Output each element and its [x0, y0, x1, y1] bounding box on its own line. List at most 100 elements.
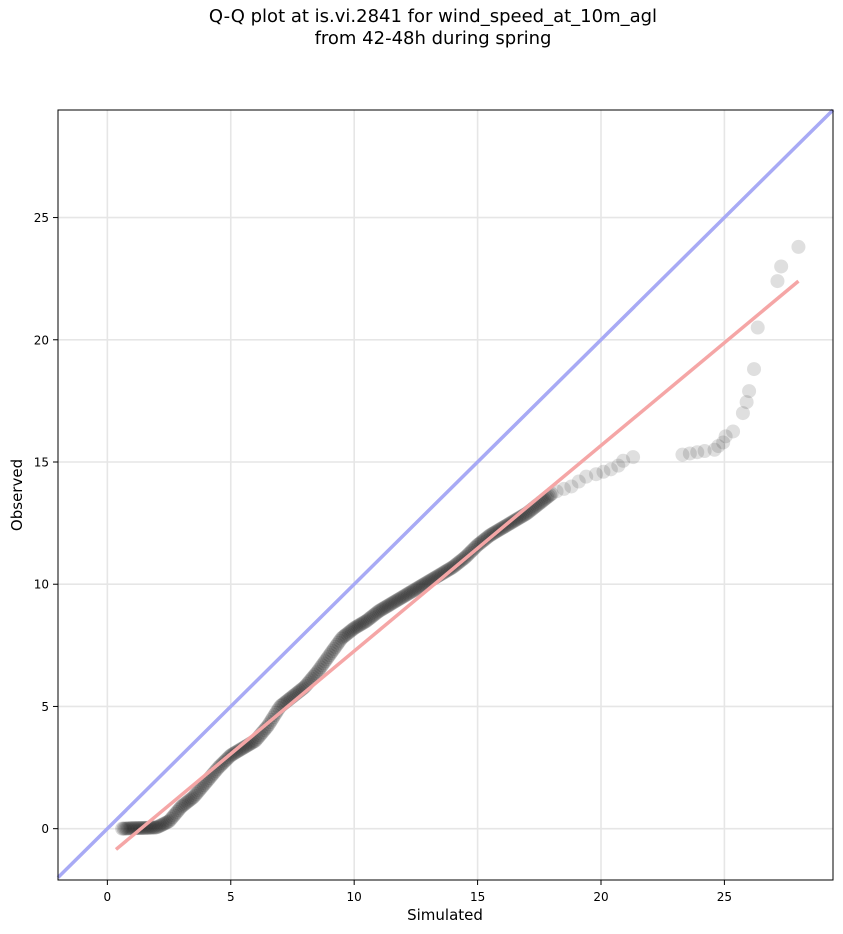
data-point — [374, 602, 389, 617]
data-point — [770, 274, 785, 289]
data-point — [372, 603, 387, 618]
data-point — [472, 536, 487, 551]
data-point — [332, 633, 347, 648]
data-point — [152, 819, 167, 834]
data-point — [258, 721, 273, 736]
data-point — [473, 535, 488, 550]
data-point — [119, 821, 134, 836]
data-point — [121, 821, 136, 836]
data-point — [405, 584, 420, 599]
data-point — [192, 783, 207, 798]
data-point — [171, 803, 186, 818]
data-point — [338, 627, 353, 642]
data-point — [307, 668, 322, 683]
data-point — [378, 600, 393, 615]
data-point — [316, 656, 331, 671]
data-point — [168, 806, 183, 821]
data-point — [331, 635, 346, 650]
data-point — [230, 744, 245, 759]
data-point — [707, 442, 722, 457]
data-point — [476, 533, 491, 548]
data-point — [315, 658, 330, 673]
data-point — [212, 759, 227, 774]
chart-title-line-1: Q-Q plot at is.vi.2841 for wind_speed_at… — [208, 6, 658, 27]
data-point — [334, 631, 349, 646]
x-tick-label: 15 — [470, 890, 485, 904]
data-point — [603, 462, 618, 477]
data-point — [411, 580, 426, 595]
identity-line — [56, 108, 835, 879]
data-point — [150, 819, 165, 834]
data-point — [156, 817, 171, 832]
data-point — [118, 821, 133, 836]
data-point — [371, 604, 386, 619]
data-point — [440, 563, 455, 578]
data-point — [353, 617, 368, 632]
y-tick-label: 0 — [41, 822, 49, 836]
data-point — [406, 583, 421, 598]
x-tick-label: 25 — [717, 890, 732, 904]
data-point — [366, 608, 381, 623]
data-point — [350, 619, 365, 634]
data-point — [470, 538, 485, 553]
data-point — [184, 791, 199, 806]
data-point — [180, 794, 195, 809]
data-point — [319, 652, 334, 667]
data-point — [774, 259, 789, 274]
y-tick-label: 15 — [34, 456, 49, 470]
chart-title-line-2: from 42-48h during spring — [314, 28, 552, 49]
data-point — [269, 705, 284, 720]
plot-frame — [57, 109, 834, 881]
data-point — [323, 646, 338, 661]
data-point — [549, 484, 564, 499]
data-point — [178, 796, 193, 811]
fit-line — [114, 279, 800, 851]
data-point — [361, 612, 375, 627]
data-point — [116, 821, 131, 836]
data-point — [322, 648, 337, 663]
data-point — [408, 582, 423, 597]
data-point — [611, 458, 626, 473]
data-point — [115, 821, 130, 836]
data-point — [149, 820, 164, 835]
data-point — [309, 666, 324, 681]
data-point — [167, 808, 182, 823]
data-point — [189, 786, 204, 801]
data-point — [747, 362, 762, 377]
data-point — [589, 467, 604, 482]
data-point — [172, 801, 187, 816]
data-point — [232, 743, 247, 758]
data-point — [310, 664, 325, 679]
data-point — [362, 611, 377, 626]
y-axis-label: Observed — [8, 459, 26, 531]
data-point — [344, 623, 359, 638]
y-tick-label: 5 — [41, 700, 49, 714]
data-point — [409, 581, 424, 596]
data-point — [186, 790, 201, 805]
y-tick-label: 20 — [34, 333, 49, 347]
data-point — [396, 589, 411, 604]
reference-lines — [56, 108, 835, 879]
data-point — [375, 601, 390, 616]
data-point — [347, 620, 362, 635]
data-point — [312, 662, 327, 677]
data-point — [439, 563, 454, 578]
x-tick-label: 10 — [347, 890, 362, 904]
y-tick-label: 10 — [34, 578, 49, 592]
data-point — [739, 395, 754, 410]
data-point — [363, 610, 378, 625]
data-point — [329, 637, 344, 652]
data-point — [337, 629, 352, 644]
data-point — [477, 532, 492, 547]
data-point — [164, 811, 179, 826]
data-point — [402, 585, 417, 600]
data-point — [596, 464, 611, 479]
data-point — [174, 799, 189, 814]
data-point — [147, 820, 162, 835]
data-point — [335, 630, 350, 645]
data-point — [389, 593, 404, 608]
data-point — [377, 600, 392, 615]
data-point — [209, 762, 224, 777]
x-axis-label: Simulated — [407, 906, 483, 924]
